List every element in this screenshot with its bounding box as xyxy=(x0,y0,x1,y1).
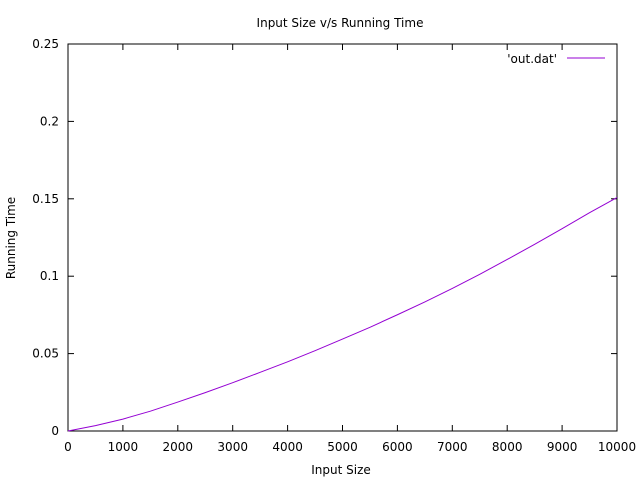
y-axis-label: Running Time xyxy=(4,197,18,279)
x-tick-label: 3000 xyxy=(217,440,248,454)
x-tick-label: 2000 xyxy=(163,440,194,454)
legend-label: 'out.dat' xyxy=(507,52,557,66)
y-tick-label: 0.25 xyxy=(32,37,59,51)
plot-frame xyxy=(67,43,618,432)
series-layer xyxy=(67,197,618,432)
y-tick-label: 0 xyxy=(51,424,59,438)
y-tick-label: 0.2 xyxy=(40,114,59,128)
x-tick-label: 1000 xyxy=(108,440,139,454)
x-axis-label: Input Size xyxy=(311,463,371,477)
x-tick-label: 9000 xyxy=(547,440,578,454)
axis-ticks: 0 1000 2000 3000 4000 5000 6000 7000 8000 9000 100… xyxy=(32,37,636,454)
legend: 'out.dat' xyxy=(507,52,605,66)
chart-title: Input Size v/s Running Time xyxy=(257,16,424,30)
x-tick-label: 0 xyxy=(64,440,72,454)
x-tick-label: 8000 xyxy=(492,440,523,454)
x-tick-label: 10000 xyxy=(598,440,636,454)
x-tick-label: 7000 xyxy=(437,440,468,454)
y-tick-label: 0.15 xyxy=(32,192,59,206)
y-tick-label: 0.1 xyxy=(40,269,59,283)
x-tick-label: 5000 xyxy=(327,440,358,454)
x-tick-label: 4000 xyxy=(272,440,303,454)
series-line xyxy=(67,197,618,432)
x-tick-label: 6000 xyxy=(382,440,413,454)
y-tick-label: 0.05 xyxy=(32,347,59,361)
